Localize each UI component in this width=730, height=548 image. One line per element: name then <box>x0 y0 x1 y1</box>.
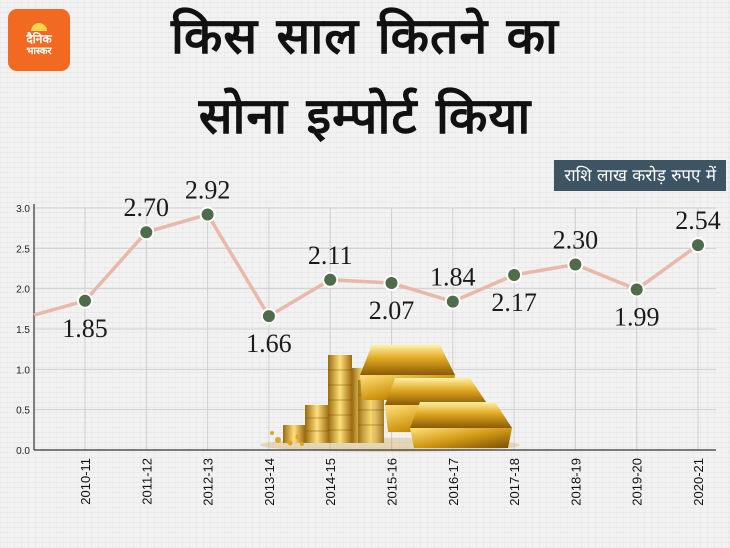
x-tick-label: 2017-18 <box>507 458 522 506</box>
x-tick-label: 2014-15 <box>323 458 338 506</box>
series-line-layer <box>33 212 700 318</box>
series-line <box>33 212 700 318</box>
data-point <box>690 237 706 254</box>
x-tick-label: 2013-14 <box>262 458 277 506</box>
y-tick-label: 1.0 <box>16 365 30 376</box>
data-point <box>383 275 400 292</box>
data-point <box>138 224 155 241</box>
data-label: 1.99 <box>614 302 660 331</box>
logo-line-1: दैनिक <box>26 31 52 46</box>
data-label: 2.07 <box>369 296 415 325</box>
y-tick-label: 0.0 <box>16 446 30 457</box>
data-label: 2.70 <box>124 193 170 222</box>
data-point <box>506 266 523 283</box>
markers-layer <box>77 206 706 325</box>
axes-layer: 0.0 0.5 1.0 1.5 2.0 2.5 3.0 2010-11 2011-12 2012-… <box>16 204 716 506</box>
data-label: 2.11 <box>308 241 353 270</box>
gold-bars-illustration <box>260 345 520 452</box>
data-label: 1.85 <box>62 314 108 343</box>
data-labels-layer: 1.85 2.70 2.92 1.66 2.11 2.07 1.84 2.17 2.30 1.99… <box>62 175 721 358</box>
data-point <box>444 293 461 310</box>
x-tick-label: 2018-19 <box>568 458 583 506</box>
y-tick-label: 3.0 <box>16 204 30 215</box>
x-tick-label: 2012-13 <box>201 458 216 506</box>
chart-title-line-2: सोना इम्पोर्ट किया <box>198 87 532 145</box>
data-point <box>567 256 584 273</box>
chart-title-line-1: किस साल कितने का <box>171 7 559 65</box>
y-tick-label: 0.5 <box>16 406 30 417</box>
x-tick-label: 2010-11 <box>78 458 93 505</box>
dainik-bhaskar-logo: दैनिक भास्कर <box>8 9 70 71</box>
y-tick-label: 2.0 <box>16 285 30 296</box>
x-tick-label: 2011-12 <box>139 458 154 505</box>
data-point <box>199 206 216 223</box>
data-point <box>77 292 93 309</box>
sun-icon <box>31 23 47 31</box>
x-tick-label: 2019-20 <box>630 458 645 506</box>
x-tick-label: 2015-16 <box>385 458 400 506</box>
data-point <box>260 308 277 325</box>
logo-line-2: भास्कर <box>26 46 52 58</box>
data-point <box>628 281 645 298</box>
data-label: 1.66 <box>246 329 292 358</box>
data-label: 2.17 <box>491 288 537 317</box>
data-label: 2.54 <box>675 206 721 235</box>
data-label: 2.92 <box>185 175 231 204</box>
data-label: 1.84 <box>430 263 476 292</box>
x-tick-label: 2016-17 <box>446 458 461 506</box>
x-tick-label: 2020-21 <box>691 458 706 506</box>
y-tick-label: 2.5 <box>16 244 30 255</box>
data-point <box>322 271 339 288</box>
y-tick-label: 1.5 <box>16 325 30 336</box>
data-label: 2.30 <box>553 225 599 254</box>
unit-badge: राशि लाख करोड़ रुपए में <box>554 160 726 191</box>
